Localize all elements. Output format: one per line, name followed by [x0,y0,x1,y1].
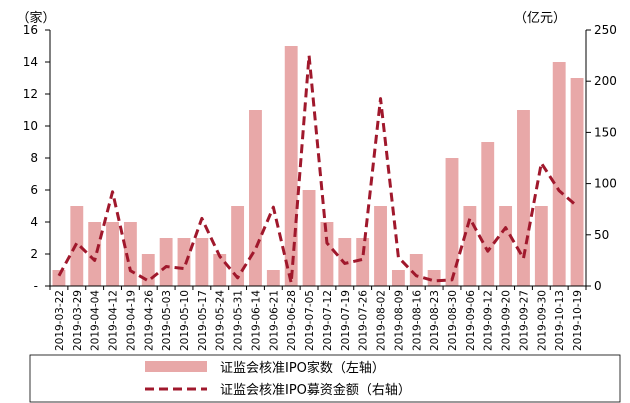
bar [445,158,459,286]
x-tick-label: 2019-04-04 [90,290,102,351]
x-tick-label: 2019-07-26 [358,290,370,351]
x-tick-label: 2019-09-06 [465,290,477,351]
bar [391,270,405,286]
bar [213,254,227,286]
bar [517,110,530,286]
x-tick-label: 2019-06-28 [286,290,298,351]
y-left-tick-label: 16 [23,23,38,37]
bar [266,270,280,286]
x-tick-label: 2019-06-14 [250,290,262,351]
bar [534,206,548,286]
legend-label-line: 证监会核准IPO募资金额（右轴） [220,382,411,398]
x-tick-label: 2019-08-16 [411,290,423,351]
y-left-tick-label: 10 [23,119,38,133]
x-tick-label: 2019-05-10 [179,290,191,351]
x-tick-label: 2019-08-23 [429,290,441,351]
x-tick-label: 2019-09-20 [501,290,513,351]
bar [302,190,316,286]
y-axis-left-label: （家） [16,10,55,26]
y-left-tick-label: 4 [30,215,38,229]
bar [499,206,513,286]
bar [177,238,191,286]
y-left-tick-label: 14 [23,55,38,69]
bar-series-ipo-count [52,46,584,286]
x-tick-label: 2019-07-12 [322,290,334,351]
x-tick-label: 2019-07-05 [304,290,316,351]
x-tick-label: 2019-03-22 [54,290,66,351]
bar [356,238,370,286]
y-right-tick-label: 150 [594,125,617,139]
bar [231,206,245,286]
x-tick-label: 2019-08-09 [393,290,405,351]
bar [552,62,566,286]
x-tick-label: 2019-05-17 [197,290,209,351]
x-tick-label: 2019-09-27 [518,290,530,351]
y-axis-right-label: （亿元） [514,11,566,26]
x-tick-label: 2019-08-30 [447,290,459,351]
y-left-tick-label: 8 [30,151,38,165]
x-tick-label: 2019-06-21 [268,290,280,351]
bar [427,270,441,286]
y-right-tick-label: 200 [594,74,617,88]
bar [159,238,173,286]
x-tick-label: 2019-10-19 [572,290,584,351]
y-left-tick-label: 6 [30,183,38,197]
bar [463,206,477,286]
series-line [57,54,579,285]
y-axis-left-ticks: 16 14 12 10 8 6 4 2 - [23,23,50,293]
y-left-tick-label: 12 [23,87,38,101]
x-tick-label: 2019-05-24 [215,290,227,351]
bar [409,254,423,286]
y-left-tick-label: 2 [30,247,38,261]
line-series-ipo-amount [57,54,579,285]
x-tick-label: 2019-10-13 [554,290,566,351]
legend-swatch-bar [145,361,207,372]
legend: 证监会核准IPO家数（左轴） 证监会核准IPO募资金额（右轴） [29,354,621,403]
x-tick-label: 2019-03-29 [72,290,84,351]
bar [320,222,334,286]
x-tick-label: 2019-04-26 [143,290,155,351]
bar [570,78,584,286]
y-left-tick-label: - [34,279,38,293]
bar [284,46,298,286]
y-axis-right-ticks: 250 200 150 100 50 0 [586,23,617,293]
bar [481,142,495,286]
x-tick-label: 2019-05-03 [161,290,173,351]
x-tick-label: 2019-08-02 [376,290,388,351]
x-tick-label: 2019-09-30 [536,290,548,351]
x-axis-ticks: 2019-03-22 2019-03-29 2019-04-04 2019-04-12… [49,286,587,351]
legend-box [29,354,621,403]
y-right-tick-label: 0 [594,279,602,293]
bar [195,238,209,286]
bar [374,206,387,286]
x-tick-label: 2019-09-12 [483,290,495,351]
legend-label-bar: 证监会核准IPO家数（左轴） [220,360,385,376]
bar [123,222,137,286]
x-tick-label: 2019-07-19 [340,290,352,351]
x-tick-label: 2019-05-31 [233,290,245,351]
y-right-tick-label: 50 [594,228,609,242]
bar [249,110,262,286]
x-tick-label: 2019-04-19 [125,290,137,351]
y-right-tick-label: 250 [594,23,617,37]
y-right-tick-label: 100 [594,177,617,191]
bar [141,254,155,286]
bar [88,222,102,286]
bar [106,222,119,286]
x-tick-label: 2019-04-12 [108,290,120,351]
bar [52,270,66,286]
